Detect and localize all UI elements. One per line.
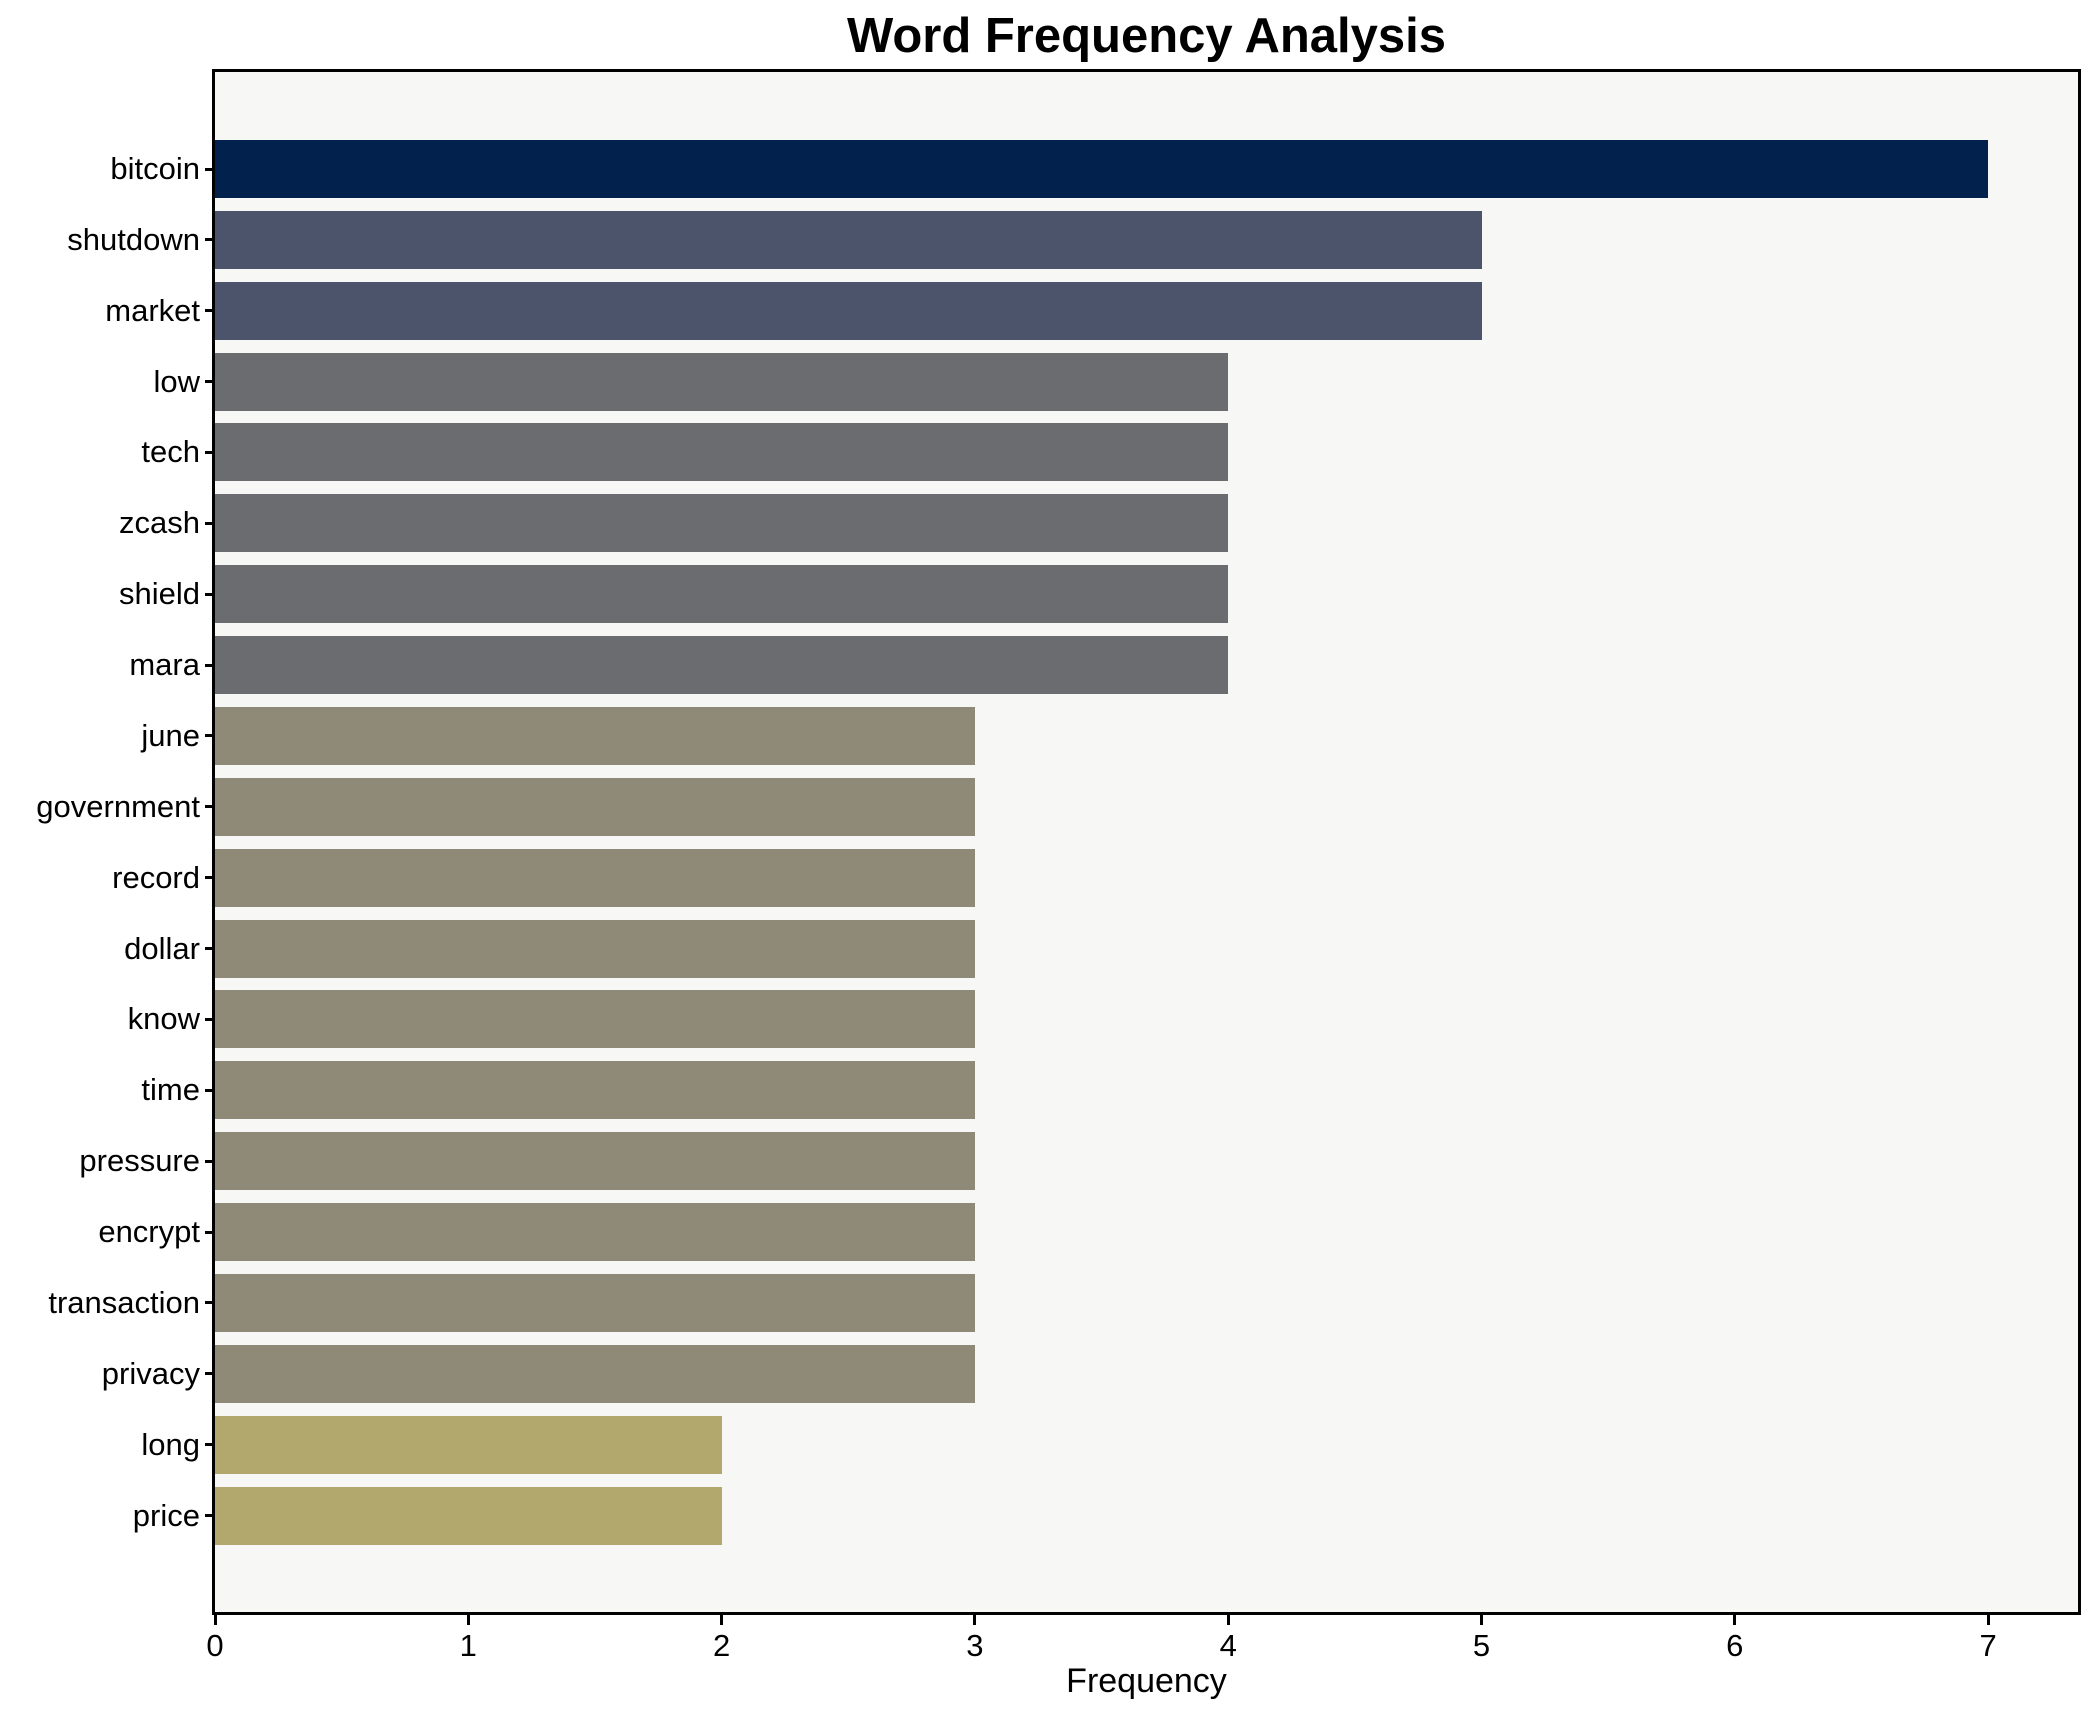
x-tick-label-6: 6 <box>1726 1628 1744 1663</box>
bar-june <box>215 706 975 765</box>
x-tick-mark <box>466 1615 470 1625</box>
x-tick-mark <box>720 1615 724 1625</box>
y-tick-label-bitcoin: bitcoin <box>110 151 200 186</box>
x-tick-mark <box>213 1615 217 1625</box>
y-tick-label-time: time <box>141 1072 200 1108</box>
y-tick-label-privacy: privacy <box>101 1355 200 1391</box>
bar-pressure <box>215 1132 975 1191</box>
x-axis-label: Frequency <box>1066 1662 1227 1700</box>
bar-mara <box>215 636 1229 695</box>
bar-price <box>215 1486 722 1545</box>
y-tick-label-low: low <box>153 363 200 399</box>
y-tick-mark <box>205 380 215 384</box>
y-tick-mark <box>205 876 215 880</box>
x-tick-mark <box>1733 1615 1737 1625</box>
bar-encrypt <box>215 1203 975 1262</box>
x-tick-label-4: 4 <box>1219 1628 1237 1663</box>
x-tick-mark <box>1986 1615 1990 1625</box>
y-tick-label-dollar: dollar <box>124 930 200 966</box>
y-tick-mark <box>205 592 215 596</box>
plot-area <box>212 69 2081 1615</box>
bar-shield <box>215 565 1229 624</box>
y-tick-mark <box>205 1159 215 1163</box>
bar-record <box>215 848 975 907</box>
y-tick-label-know: know <box>127 1001 200 1037</box>
x-tick-label-7: 7 <box>1979 1628 1997 1663</box>
bar-dollar <box>215 919 975 978</box>
y-tick-label-long: long <box>141 1426 200 1462</box>
x-tick-mark <box>1226 1615 1230 1625</box>
y-tick-mark <box>205 805 215 809</box>
y-tick-label-market: market <box>105 292 200 328</box>
y-tick-mark <box>205 734 215 738</box>
x-tick-label-0: 0 <box>206 1628 224 1663</box>
y-tick-mark <box>205 1514 215 1518</box>
y-tick-mark <box>205 309 215 313</box>
bar-market <box>215 281 1482 340</box>
x-tick-mark <box>1480 1615 1483 1625</box>
y-tick-mark <box>205 1017 215 1021</box>
y-tick-label-mara: mara <box>129 647 200 683</box>
y-tick-mark <box>205 947 215 951</box>
y-tick-label-government: government <box>36 788 200 824</box>
y-tick-mark <box>205 1372 215 1376</box>
x-tick-label-1: 1 <box>459 1628 477 1663</box>
y-tick-mark <box>205 1443 215 1447</box>
y-tick-label-june: june <box>141 717 200 753</box>
bar-bitcoin <box>215 140 1989 198</box>
y-tick-label-price: price <box>132 1497 200 1533</box>
bar-zcash <box>215 494 1229 553</box>
bar-know <box>215 990 975 1049</box>
x-tick-mark <box>973 1615 977 1625</box>
y-tick-mark <box>205 450 215 454</box>
y-tick-label-shield: shield <box>119 576 200 612</box>
y-tick-mark <box>205 238 215 242</box>
y-tick-label-record: record <box>112 859 200 895</box>
y-tick-mark <box>205 1230 215 1234</box>
y-tick-label-transaction: transaction <box>48 1284 200 1320</box>
x-tick-label-5: 5 <box>1472 1628 1491 1663</box>
y-tick-mark <box>205 167 215 171</box>
y-tick-label-encrypt: encrypt <box>98 1214 200 1250</box>
y-tick-mark <box>205 663 215 667</box>
bar-tech <box>215 423 1229 482</box>
bar-low <box>215 352 1229 411</box>
bar-long <box>215 1415 722 1474</box>
bar-privacy <box>215 1344 975 1403</box>
y-tick-label-zcash: zcash <box>119 505 200 541</box>
y-tick-mark <box>205 1088 215 1092</box>
bar-shutdown <box>215 210 1482 269</box>
y-tick-mark <box>205 1301 215 1305</box>
x-tick-label-2: 2 <box>712 1628 731 1663</box>
bar-time <box>215 1061 975 1120</box>
bar-government <box>215 777 975 836</box>
y-tick-label-pressure: pressure <box>79 1143 200 1179</box>
y-tick-label-shutdown: shutdown <box>67 221 200 257</box>
y-tick-label-tech: tech <box>141 434 200 470</box>
y-tick-mark <box>205 521 215 525</box>
chart-title: Word Frequency Analysis <box>846 9 1447 63</box>
bar-transaction <box>215 1273 975 1332</box>
x-tick-label-3: 3 <box>966 1628 984 1663</box>
